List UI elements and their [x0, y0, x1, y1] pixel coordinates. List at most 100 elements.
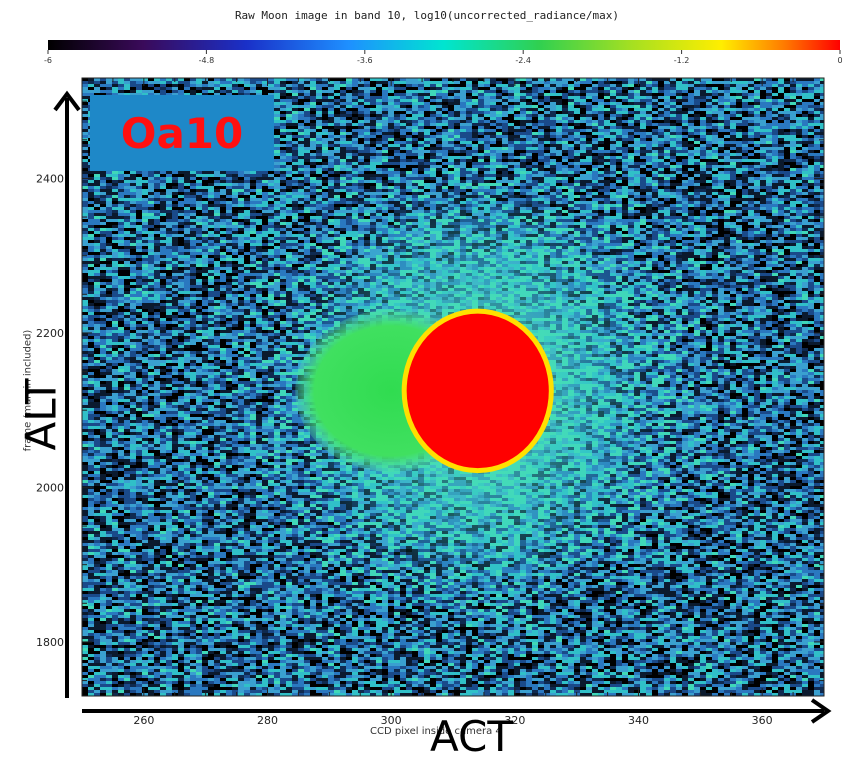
noise-cell	[586, 177, 592, 180]
noise-cell	[490, 168, 496, 171]
noise-cell	[364, 144, 370, 147]
noise-cell	[358, 111, 364, 114]
noise-cell	[802, 126, 808, 129]
noise-cell	[646, 93, 652, 96]
noise-cell	[280, 126, 286, 129]
noise-cell	[670, 126, 676, 129]
noise-cell	[352, 180, 358, 183]
noise-cell	[514, 102, 520, 105]
noise-cell	[598, 189, 604, 192]
noise-cell	[700, 192, 706, 195]
noise-cell	[682, 123, 688, 126]
noise-cell	[766, 90, 772, 93]
noise-cell	[784, 117, 790, 120]
noise-cell	[682, 99, 688, 102]
noise-cell	[754, 165, 760, 168]
noise-cell	[658, 120, 664, 123]
noise-cell	[148, 174, 154, 177]
noise-cell	[712, 96, 718, 99]
noise-cell	[328, 189, 334, 192]
noise-cell	[412, 171, 418, 174]
noise-cell	[628, 117, 634, 120]
noise-cell	[316, 192, 322, 195]
noise-cell	[742, 129, 748, 132]
noise-cell	[184, 183, 190, 186]
noise-cell	[82, 117, 88, 120]
noise-cell	[340, 132, 346, 135]
noise-cell	[538, 90, 544, 93]
noise-cell	[82, 183, 88, 186]
colorbar-tick-label: -3.6	[357, 56, 373, 65]
noise-cell	[820, 102, 826, 105]
noise-cell	[520, 147, 526, 150]
noise-cell	[460, 177, 466, 180]
noise-cell	[238, 186, 244, 189]
noise-cell	[178, 81, 184, 84]
noise-cell	[718, 159, 724, 162]
noise-cell	[202, 198, 208, 201]
noise-cell	[418, 162, 424, 165]
noise-cell	[598, 141, 604, 144]
noise-cell	[514, 159, 520, 162]
noise-cell	[424, 105, 430, 108]
noise-cell	[286, 150, 292, 153]
noise-cell	[646, 180, 652, 183]
noise-cell	[322, 135, 328, 138]
noise-cell	[340, 90, 346, 93]
noise-cell	[448, 162, 454, 165]
noise-cell	[766, 126, 772, 129]
noise-cell	[748, 180, 754, 183]
noise-cell	[706, 84, 712, 87]
noise-cell	[496, 96, 502, 99]
noise-cell	[574, 186, 580, 189]
noise-cell	[82, 90, 88, 93]
noise-cell	[82, 144, 88, 147]
noise-cell	[502, 144, 508, 147]
noise-cell	[730, 177, 736, 180]
noise-cell	[454, 150, 460, 153]
noise-cell	[508, 90, 514, 93]
noise-cell	[304, 102, 310, 105]
noise-cell	[292, 153, 298, 156]
noise-cell	[466, 162, 472, 165]
noise-cell	[496, 144, 502, 147]
noise-cell	[166, 81, 172, 84]
noise-cell	[562, 186, 568, 189]
noise-cell	[160, 90, 166, 93]
noise-cell	[676, 150, 682, 153]
noise-cell	[814, 147, 820, 150]
noise-cell	[514, 96, 520, 99]
noise-cell	[286, 135, 292, 138]
noise-cell	[304, 183, 310, 186]
noise-cell	[496, 150, 502, 153]
noise-cell	[388, 120, 394, 123]
noise-cell	[598, 192, 604, 195]
noise-cell	[538, 108, 544, 111]
noise-cell	[556, 96, 562, 99]
noise-cell	[412, 141, 418, 144]
noise-cell	[274, 177, 280, 180]
noise-cell	[598, 96, 604, 99]
noise-cell	[82, 171, 88, 174]
noise-cell	[664, 147, 670, 150]
noise-cell	[436, 162, 442, 165]
noise-cell	[676, 189, 682, 192]
noise-cell	[286, 96, 292, 99]
noise-cell	[172, 198, 178, 201]
noise-cell	[232, 87, 238, 90]
noise-cell	[442, 180, 448, 183]
noise-cell	[598, 162, 604, 165]
noise-cell	[412, 123, 418, 126]
noise-cell	[82, 132, 88, 135]
noise-cell	[202, 90, 208, 93]
noise-cell	[406, 138, 412, 141]
noise-cell	[460, 138, 466, 141]
noise-cell	[550, 138, 556, 141]
noise-cell	[766, 180, 772, 183]
noise-cell	[808, 90, 814, 93]
noise-cell	[664, 192, 670, 195]
noise-cell	[766, 165, 772, 168]
noise-cell	[634, 99, 640, 102]
noise-cell	[694, 156, 700, 159]
noise-cell	[178, 183, 184, 186]
